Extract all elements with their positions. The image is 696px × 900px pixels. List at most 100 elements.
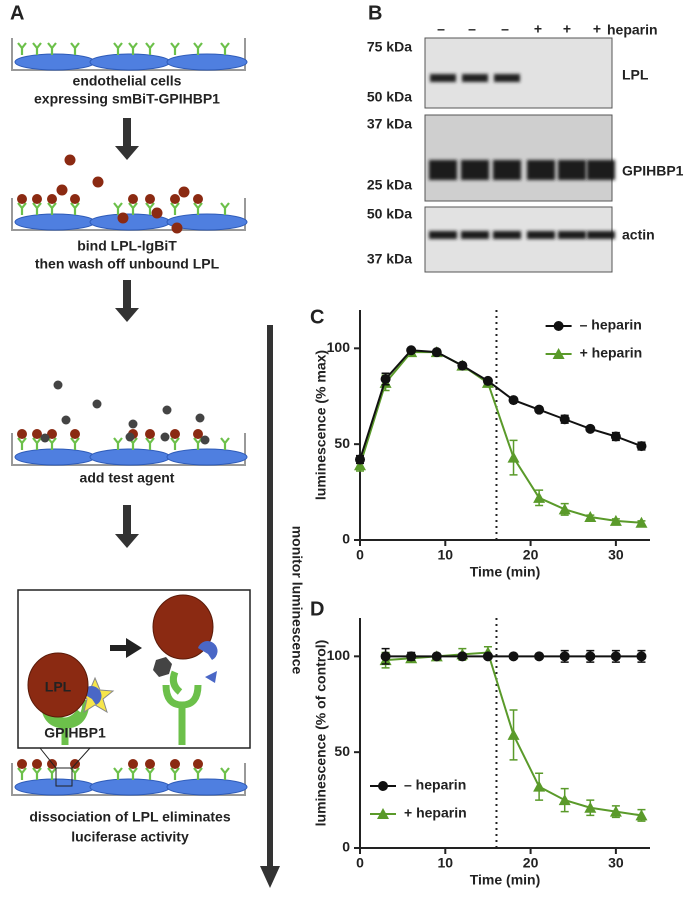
receptor <box>220 202 230 215</box>
marker <box>406 651 417 662</box>
receptor <box>47 202 57 215</box>
step-text: then wash off unbound LPL <box>35 256 220 272</box>
agent <box>128 419 138 429</box>
cell <box>89 778 171 796</box>
agent <box>162 405 172 415</box>
series-line <box>359 351 642 524</box>
lpl <box>152 594 214 660</box>
zoom-box <box>55 767 73 787</box>
band <box>493 160 521 180</box>
lgbit <box>198 641 218 660</box>
band <box>462 74 488 82</box>
marker-label: 25 kDa <box>367 177 412 193</box>
step-arrow <box>115 308 139 322</box>
cell <box>14 448 96 466</box>
band <box>494 74 520 82</box>
step-text: endothelial cells <box>73 73 182 89</box>
lpl <box>170 194 180 204</box>
receptor <box>17 437 27 450</box>
legend-label: – heparin <box>580 317 642 333</box>
lpl <box>47 194 57 204</box>
lpl <box>32 429 42 439</box>
marker <box>507 451 520 463</box>
step-arrow <box>123 505 131 536</box>
receptor <box>193 767 203 780</box>
band <box>558 160 586 180</box>
marker <box>552 348 565 359</box>
receptor <box>145 767 155 780</box>
band <box>430 74 456 82</box>
receptor <box>128 767 138 780</box>
lpl <box>145 759 155 769</box>
lpl <box>56 184 68 196</box>
x-tick-label: 0 <box>356 547 364 563</box>
monitor-text: monitor luminescence <box>289 526 305 675</box>
marker <box>585 423 596 434</box>
receptor <box>70 42 80 55</box>
x-tick-label: 30 <box>608 547 624 563</box>
lpl <box>151 207 163 219</box>
agent <box>40 433 50 443</box>
receptor <box>193 42 203 55</box>
x-tick-label: 20 <box>523 547 539 563</box>
marker-label: 50 kDa <box>367 206 412 222</box>
marker <box>380 374 391 384</box>
receptor <box>47 42 57 55</box>
band <box>429 231 457 239</box>
band <box>429 160 457 180</box>
marker <box>377 808 389 819</box>
blot-panel <box>424 37 613 109</box>
lpl <box>193 429 203 439</box>
cell <box>14 53 96 71</box>
marker <box>431 651 442 662</box>
step-arrow <box>123 118 131 148</box>
lane-label: – <box>468 21 476 37</box>
agent <box>153 657 172 677</box>
agent <box>200 435 210 445</box>
lpl <box>171 222 183 234</box>
marker <box>635 809 648 821</box>
legend-label: – heparin <box>404 777 466 793</box>
marker <box>609 805 622 817</box>
treatment-label: heparin <box>607 22 658 38</box>
marker <box>406 345 417 356</box>
x-axis-label: Time (min) <box>470 564 541 580</box>
series-line <box>359 349 642 460</box>
step-arrow <box>123 280 131 310</box>
step-text: dissociation of LPL eliminates <box>29 809 230 825</box>
receptor <box>170 202 180 215</box>
marker <box>609 514 622 526</box>
y-tick-label: 50 <box>334 435 350 451</box>
cell <box>166 448 248 466</box>
agent <box>125 432 135 442</box>
y-tick-label: 50 <box>334 743 350 759</box>
marker <box>636 441 647 452</box>
marker <box>584 801 597 813</box>
marker <box>553 321 564 331</box>
lpl <box>17 194 27 204</box>
lpl <box>170 759 180 769</box>
marker <box>558 503 571 515</box>
receptor <box>17 767 27 780</box>
receptor <box>220 42 230 55</box>
legend-label: + heparin <box>404 805 467 821</box>
marker <box>533 780 546 792</box>
band-label: LPL <box>622 67 649 83</box>
marker <box>482 375 493 386</box>
marker <box>559 651 570 662</box>
marker <box>378 781 388 791</box>
receptor <box>32 42 42 55</box>
smbit <box>205 671 217 683</box>
lane-label: – <box>501 21 509 37</box>
receptor <box>145 437 155 450</box>
marker <box>457 360 468 371</box>
marker <box>534 404 545 415</box>
marker <box>354 459 366 471</box>
step-text: bind LPL-lgBiT <box>77 238 177 254</box>
step-text: add test agent <box>80 470 175 486</box>
marker <box>558 794 571 806</box>
cell <box>166 53 248 71</box>
receptor <box>32 767 42 780</box>
panel-label: D <box>310 598 324 620</box>
